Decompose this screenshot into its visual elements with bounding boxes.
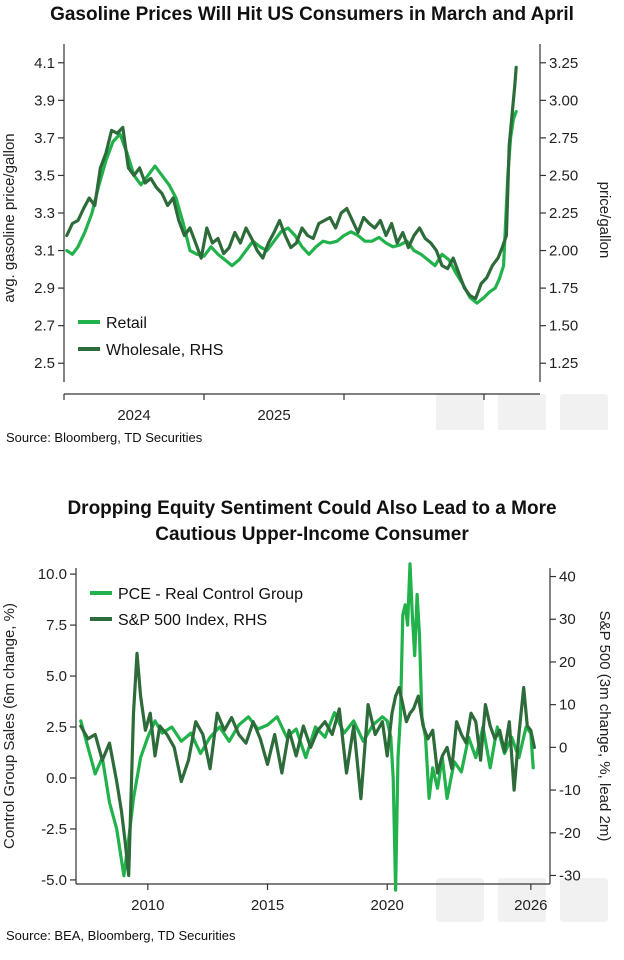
legend-wholesale-label: Wholesale, RHS	[106, 342, 223, 359]
right-tick-label: 3.25	[549, 55, 578, 72]
left-tick-label: 3.1	[34, 243, 55, 260]
x-ticks: 2010 2015 2020 2026	[131, 884, 548, 914]
left-tick-label: 7.5	[46, 617, 67, 634]
x-tick-label: 2026	[514, 897, 547, 914]
legend: Retail Wholesale, RHS	[78, 315, 223, 359]
gasoline-chart: 2.5 2.7 2.9 3.1 3.3 3.5 3.7 3.9 4.1 1.25 1.50 1.75…	[1, 44, 613, 430]
chart1-title: Gasoline Prices Will Hit US Consumers in…	[50, 4, 574, 25]
right-tick-label: 40	[559, 569, 576, 586]
chart2-title-line1: Dropping Equity Sentiment Could Also Lea…	[67, 498, 557, 519]
x-tick-label: 2020	[371, 897, 404, 914]
right-y-ticks: -30 -20 -10 0 10 20 30 40	[550, 569, 581, 884]
left-tick-label: 2.9	[34, 280, 55, 297]
left-tick-label: -5.0	[41, 872, 67, 889]
left-tick-label: 4.1	[34, 55, 55, 72]
left-tick-label: 10.0	[38, 566, 67, 583]
right-tick-label: -10	[559, 782, 581, 799]
x-tick-label: 2015	[251, 897, 284, 914]
right-tick-label: 20	[559, 654, 576, 671]
right-tick-label: 2.00	[549, 243, 578, 260]
right-axis-label: price/gallon	[596, 182, 613, 259]
right-tick-label: 1.25	[549, 355, 578, 372]
left-axis-label: Control Group Sales (6m change, %)	[1, 603, 18, 849]
left-y-ticks: -5.0 -2.5 0.0 2.5 5.0 7.5 10.0	[38, 566, 76, 889]
left-tick-label: 3.9	[34, 92, 55, 109]
right-tick-label: 30	[559, 611, 576, 628]
left-tick-label: 2.5	[46, 719, 67, 736]
right-tick-label: 10	[559, 697, 576, 714]
right-tick-label: 1.50	[549, 318, 578, 335]
x-tick-label: 2025	[257, 407, 290, 424]
right-tick-label: -20	[559, 825, 581, 842]
right-tick-label: 2.50	[549, 167, 578, 184]
chart1-source: Source: Bloomberg, TD Securities	[6, 430, 203, 445]
right-tick-label: 2.75	[549, 130, 578, 147]
right-tick-label: 2.25	[549, 205, 578, 222]
left-tick-label: 3.3	[34, 205, 55, 222]
right-tick-label: -30	[559, 867, 581, 884]
left-y-ticks: 2.5 2.7 2.9 3.1 3.3 3.5 3.7 3.9 4.1	[34, 55, 64, 372]
right-axis-label: S&P 500 (3m change, %, lead 2m)	[596, 611, 613, 842]
x-tick-label: 2024	[117, 407, 150, 424]
chart2-title-line2: Cautious Upper-Income Consumer	[155, 524, 469, 545]
series-line-retail	[65, 109, 518, 305]
right-tick-label: 3.00	[549, 92, 578, 109]
legend-sp500-label: S&P 500 Index, RHS	[118, 612, 267, 629]
x-tick-label: 2010	[131, 897, 164, 914]
series-line-wholesale-rhs	[65, 65, 518, 301]
legend: PCE - Real Control Group S&P 500 Index, …	[90, 586, 303, 629]
chart2-source: Source: BEA, Bloomberg, TD Securities	[6, 928, 236, 943]
left-tick-label: 5.0	[46, 668, 67, 685]
watermark	[436, 878, 608, 922]
legend-pce-label: PCE - Real Control Group	[118, 586, 303, 603]
left-axis-label: avg. gasoline price/gallon	[1, 133, 18, 302]
x-ticks: 2024 2025	[63, 394, 485, 424]
left-tick-label: 3.5	[34, 167, 55, 184]
left-tick-label: -2.5	[41, 821, 67, 838]
watermark	[436, 394, 608, 430]
right-tick-label: 1.75	[549, 280, 578, 297]
series-lines	[79, 562, 537, 892]
legend-retail-label: Retail	[106, 315, 147, 332]
equity-sentiment-chart: -5.0 -2.5 0.0 2.5 5.0 7.5 10.0 -30 -20 -10 0 10 20 3…	[1, 562, 613, 922]
right-y-ticks: 1.25 1.50 1.75 2.00 2.25 2.50 2.75 3.00 3.25	[540, 55, 578, 372]
series-line-s-p-500-index-rhs	[79, 651, 537, 878]
left-tick-label: 0.0	[46, 770, 67, 787]
series-lines	[65, 65, 518, 305]
left-tick-label: 3.7	[34, 130, 55, 147]
left-tick-label: 2.7	[34, 318, 55, 335]
right-tick-label: 0	[559, 739, 567, 756]
left-tick-label: 2.5	[34, 355, 55, 372]
